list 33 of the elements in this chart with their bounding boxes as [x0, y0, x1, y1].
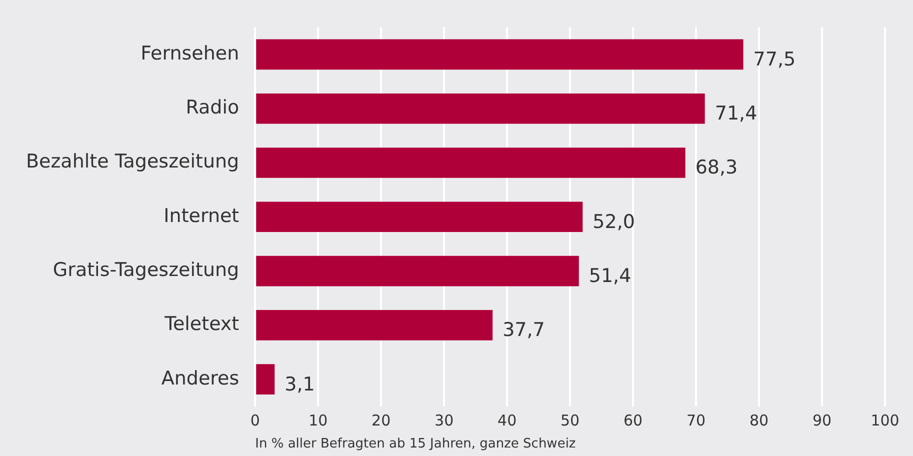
y-tick-label: Internet [164, 204, 240, 227]
x-tick-label: 100 [870, 411, 900, 430]
bar [256, 202, 583, 232]
x-tick-label: 10 [308, 411, 328, 430]
bar [256, 93, 705, 124]
bar [256, 364, 275, 394]
x-tick-label: 40 [498, 411, 517, 430]
x-tick-label: 0 [250, 411, 260, 430]
y-tick-label: Gratis-Tageszeitung [52, 258, 240, 281]
x-tick-label: 90 [812, 411, 832, 430]
data-label: 3,1 [284, 373, 315, 396]
bar [256, 256, 579, 286]
y-tick-label: Bezahlte Tageszeitung [26, 150, 240, 173]
x-axis-title: In % aller Befragten ab 15 Jahren, ganze Schweiz [255, 436, 576, 452]
data-label: 52,0 [592, 210, 635, 233]
bar [256, 148, 686, 178]
x-tick-label: 60 [624, 411, 643, 430]
y-tick-label: Teletext [164, 313, 240, 336]
y-tick-label: Radio [186, 96, 240, 119]
x-tick-label: 80 [749, 411, 769, 430]
data-label: 51,4 [588, 264, 632, 287]
data-label: 68,3 [695, 156, 738, 179]
bar [256, 39, 744, 70]
data-label: 37,7 [502, 319, 545, 342]
x-tick-label: 70 [686, 411, 706, 430]
y-tick-label: Fernsehen [140, 42, 240, 64]
x-tick-label: 20 [372, 411, 391, 430]
bar [256, 310, 493, 340]
x-tick-label: 30 [434, 411, 454, 430]
x-tick-label: 50 [560, 411, 580, 430]
data-label: 71,4 [714, 102, 758, 125]
data-label: 77,5 [753, 48, 796, 70]
y-tick-label: Anderes [161, 367, 240, 390]
